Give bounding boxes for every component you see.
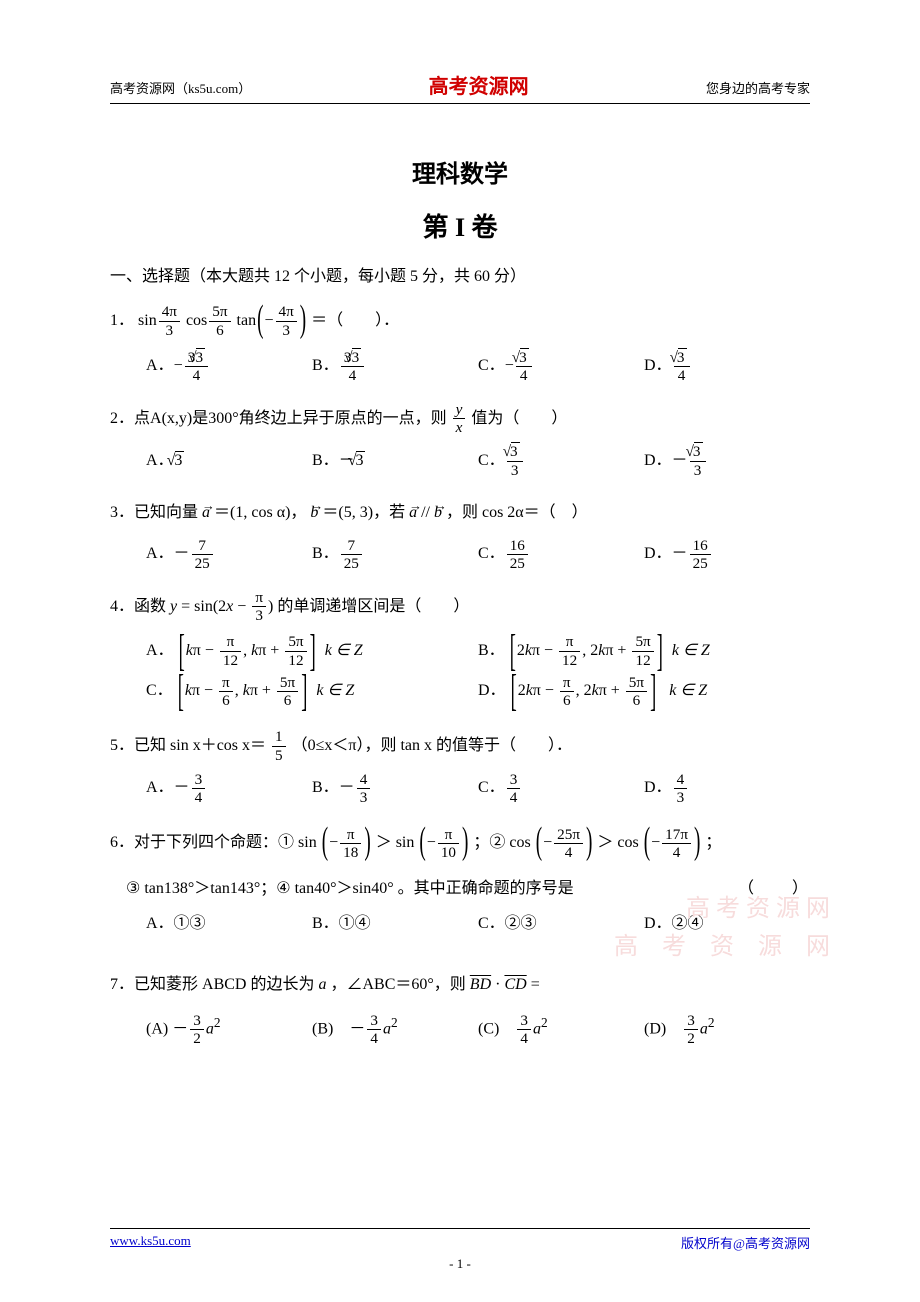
q5-options: A．－34 B．－43 C．34 D．43 bbox=[110, 770, 810, 806]
q5-text-a: 已知 sin x＋cos x＝ bbox=[134, 737, 266, 754]
q3-opt-d: D．－1625 bbox=[644, 536, 810, 572]
q5-opt-d: D．43 bbox=[644, 770, 810, 806]
q6-opt-d: D．②④ bbox=[644, 906, 810, 941]
q6-text-d: ＞ cos bbox=[597, 834, 638, 851]
q2-text-b: 值为（ ） bbox=[471, 410, 567, 427]
footer-copyright: 版权所有@高考资源网 bbox=[681, 1233, 810, 1252]
footer-url[interactable]: www.ks5u.com bbox=[110, 1233, 191, 1252]
q4-opt-b: B． [2kπ − π12, 2kπ + 5π12] k ∈ Z bbox=[478, 631, 810, 671]
q6-text-a: 对于下列四个命题：① sin bbox=[134, 834, 317, 851]
q1-opt-d: D．34 bbox=[644, 348, 810, 384]
q7-options: (A) －32a2 (B) －34a2 (C) 34a2 (D) 32a2 bbox=[110, 1008, 810, 1048]
q7-stem: 7．已知菱形 ABCD 的边长为 a ，∠ABC＝60°，则 BD · CD = bbox=[110, 967, 810, 1002]
q4-opt-d: D． [2kπ − π6, 2kπ + 5π6] k ∈ Z bbox=[478, 671, 810, 711]
q6-blank: （ ） bbox=[738, 871, 810, 906]
q5-opt-a: A．－34 bbox=[146, 770, 312, 806]
q1-opt-b: B．334 bbox=[312, 348, 478, 384]
q3-opt-c: C．1625 bbox=[478, 536, 644, 572]
q3-text-d: ，则 cos 2α＝（ ） bbox=[446, 504, 588, 521]
question-5: 5．已知 sin x＋cos x＝ 15 （0≤x＜π），则 tan x 的值等… bbox=[110, 728, 810, 807]
q3-text-b: ＝(1, cos α)， bbox=[214, 504, 306, 521]
q7-opt-c: (C) 34a2 bbox=[478, 1008, 644, 1048]
q7-opt-d: (D) 32a2 bbox=[644, 1008, 810, 1048]
q2-opt-c: C．33 bbox=[478, 443, 644, 479]
q7-text-a: 已知菱形 ABCD 的边长为 bbox=[134, 976, 314, 993]
q1-opt-a: A．−334 bbox=[146, 348, 312, 384]
q4-text-a: 函数 bbox=[134, 598, 166, 615]
q4-stem: 4．函数 y = sin(2x − π3) 的单调递增区间是（ ） bbox=[110, 589, 810, 625]
section-heading: 一、选择题（本大题共 12 个小题，每小题 5 分，共 60 分） bbox=[110, 262, 810, 286]
q2-opt-a: A．3 bbox=[146, 443, 312, 479]
q5-opt-b: B．－43 bbox=[312, 770, 478, 806]
q1-options: A．−334 B．334 C．−34 D．34 bbox=[110, 348, 810, 384]
doc-title: 理科数学 bbox=[110, 154, 810, 189]
q6-options: A．①③ B．①④ C．②③ D．②④ bbox=[110, 906, 810, 941]
q7-number: 7． bbox=[110, 976, 134, 993]
q3-number: 3． bbox=[110, 504, 134, 521]
q6-text-e: ； bbox=[705, 834, 721, 851]
page-number: - 1 - bbox=[0, 1256, 920, 1272]
question-6: 6．对于下列四个命题：① sin (−π18) ＞ sin (−π10) ；② … bbox=[110, 822, 810, 941]
q7-text-b: ，∠ABC＝60°，则 bbox=[330, 976, 465, 993]
q3-opt-a: A．－725 bbox=[146, 536, 312, 572]
q6-text-b: ＞ sin bbox=[376, 834, 415, 851]
q2-options: A．3 B．－3 C．33 D．－33 bbox=[110, 443, 810, 479]
page: 高考资源网（ks5u.com） 高考资源网 您身边的高考专家 理科数学 第 I … bbox=[0, 0, 920, 1302]
q4-options: A． [kπ − π12, kπ + 5π12] k ∈ Z B． [2kπ −… bbox=[110, 631, 810, 712]
page-footer: www.ks5u.com 版权所有@高考资源网 bbox=[110, 1228, 810, 1252]
header-center-logo: 高考资源网 bbox=[429, 70, 529, 99]
q3-text-a: 已知向量 bbox=[134, 504, 198, 521]
q6-opt-c: C．②③ bbox=[478, 906, 644, 941]
q2-opt-b: B．－3 bbox=[312, 443, 478, 479]
q2-opt-d: D．－33 bbox=[644, 443, 810, 479]
q7-opt-a: (A) －32a2 bbox=[146, 1008, 312, 1048]
q2-stem: 2．点A(x,y)是300°角终边上异于原点的一点，则 yx 值为（ ） bbox=[110, 401, 810, 437]
question-4: 4．函数 y = sin(2x − π3) 的单调递增区间是（ ） A． [kπ… bbox=[110, 589, 810, 712]
q6-line2: ③ tan138°＞tan143°；④ tan40°＞sin40° 。其中正确命… bbox=[110, 871, 810, 906]
q2-number: 2． bbox=[110, 410, 134, 427]
q6-opt-b: B．①④ bbox=[312, 906, 478, 941]
q6-opt-a: A．①③ bbox=[146, 906, 312, 941]
q5-opt-c: C．34 bbox=[478, 770, 644, 806]
question-1: 1． sin4π3 cos5π6 tan(−4π3) ＝（ ）． A．−334 … bbox=[110, 300, 810, 385]
q3-stem: 3．已知向量 a ＝(1, cos α)， b ＝(5, 3)，若 a // b… bbox=[110, 495, 810, 530]
q1-tail: ＝（ ）． bbox=[311, 312, 399, 329]
q5-number: 5． bbox=[110, 737, 134, 754]
question-2: 2．点A(x,y)是300°角终边上异于原点的一点，则 yx 值为（ ） A．3… bbox=[110, 401, 810, 480]
q6-stem: 6．对于下列四个命题：① sin (−π18) ＞ sin (−π10) ；② … bbox=[110, 822, 810, 864]
q6-text-c: ；② cos bbox=[473, 834, 530, 851]
question-7: 7．已知菱形 ABCD 的边长为 a ，∠ABC＝60°，则 BD · CD =… bbox=[110, 967, 810, 1048]
header-left: 高考资源网（ks5u.com） bbox=[110, 78, 251, 97]
q4-opt-a: A． [kπ − π12, kπ + 5π12] k ∈ Z bbox=[146, 631, 478, 671]
q4-text-b: 的单调递增区间是（ ） bbox=[277, 598, 469, 615]
q1-stem: 1． sin4π3 cos5π6 tan(−4π3) ＝（ ）． bbox=[110, 300, 810, 342]
header-right: 您身边的高考专家 bbox=[706, 78, 810, 97]
q5-text-b: （0≤x＜π），则 tan x 的值等于（ ）． bbox=[292, 737, 572, 754]
q2-text-a: 点A(x,y)是300°角终边上异于原点的一点，则 bbox=[134, 410, 447, 427]
q3-opt-b: B．725 bbox=[312, 536, 478, 572]
q3-text-c: ＝(5, 3)，若 bbox=[322, 504, 405, 521]
q4-number: 4． bbox=[110, 598, 134, 615]
q5-stem: 5．已知 sin x＋cos x＝ 15 （0≤x＜π），则 tan x 的值等… bbox=[110, 728, 810, 764]
question-3: 3．已知向量 a ＝(1, cos α)， b ＝(5, 3)，若 a // b… bbox=[110, 495, 810, 572]
doc-subtitle: 第 I 卷 bbox=[110, 207, 810, 244]
q6-line2-text: ③ tan138°＞tan143°；④ tan40°＞sin40° 。其中正确命… bbox=[126, 880, 574, 897]
q3-options: A．－725 B．725 C．1625 D．－1625 bbox=[110, 536, 810, 572]
page-header: 高考资源网（ks5u.com） 高考资源网 您身边的高考专家 bbox=[110, 70, 810, 104]
q1-opt-c: C．−34 bbox=[478, 348, 644, 384]
q6-number: 6． bbox=[110, 834, 134, 851]
q1-number: 1． bbox=[110, 312, 134, 329]
q7-opt-b: (B) －34a2 bbox=[312, 1008, 478, 1048]
